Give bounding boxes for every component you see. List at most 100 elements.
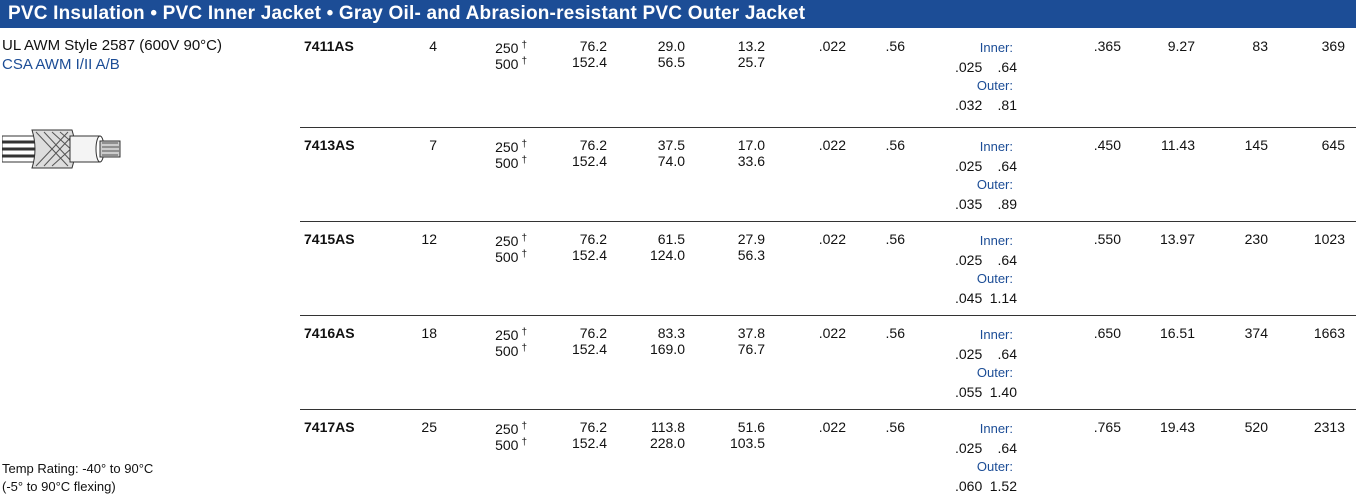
header-bar: PVC Insulation • PVC Inner Jacket • Gray… bbox=[0, 0, 1356, 28]
row-separator bbox=[300, 127, 1356, 128]
cell: .650 bbox=[1061, 325, 1121, 341]
cell: 152.4 bbox=[537, 435, 607, 451]
cell: 12 bbox=[377, 231, 437, 247]
cell: .56 bbox=[855, 325, 905, 341]
cell: 33.6 bbox=[695, 153, 765, 169]
cell: 76.2 bbox=[537, 419, 607, 435]
jacket-label: Outer: bbox=[953, 365, 1013, 381]
cell: 228.0 bbox=[615, 435, 685, 451]
cell: 76.2 bbox=[537, 231, 607, 247]
footnote-mark: † bbox=[521, 421, 527, 432]
cell: 76.2 bbox=[537, 38, 607, 54]
jacket-label: Outer: bbox=[953, 177, 1013, 193]
cell: 27.9 bbox=[695, 231, 765, 247]
jacket-label: Outer: bbox=[953, 271, 1013, 287]
cell: .56 bbox=[855, 38, 905, 54]
cable-icon bbox=[2, 122, 132, 182]
cell: 500† bbox=[457, 341, 527, 359]
row-separator bbox=[300, 409, 1356, 410]
cell: 25.7 bbox=[695, 54, 765, 70]
row-separator bbox=[300, 315, 1356, 316]
cell: 230 bbox=[1208, 231, 1268, 247]
cell-value: 500 bbox=[495, 249, 518, 265]
cell: .022 bbox=[786, 231, 846, 247]
footnote-mark: † bbox=[521, 249, 527, 260]
temp-text: Temp Rating: -40° to 90°C bbox=[2, 461, 153, 477]
row-separator bbox=[300, 221, 1356, 222]
page: PVC Insulation • PVC Inner Jacket • Gray… bbox=[0, 0, 1356, 499]
cell: 2313 bbox=[1285, 419, 1345, 435]
jacket-label: Outer: bbox=[953, 78, 1013, 94]
cell: .56 bbox=[855, 231, 905, 247]
cell: 145 bbox=[1208, 137, 1268, 153]
cell: 25 bbox=[377, 419, 437, 435]
cell: 29.0 bbox=[615, 38, 685, 54]
cell: 19.43 bbox=[1135, 419, 1195, 435]
jacket-label: Inner: bbox=[953, 139, 1013, 155]
footnote-mark: † bbox=[521, 155, 527, 166]
cell: .81 bbox=[972, 97, 1017, 113]
cell: .022 bbox=[786, 419, 846, 435]
cell: .450 bbox=[1061, 137, 1121, 153]
temp-text: (-5° to 90°C flexing) bbox=[2, 479, 116, 495]
footnote-mark: † bbox=[521, 233, 527, 244]
cell: 13.97 bbox=[1135, 231, 1195, 247]
cell: 61.5 bbox=[615, 231, 685, 247]
cell: 76.2 bbox=[537, 137, 607, 153]
cell-value: 500 bbox=[495, 155, 518, 171]
jacket-label: Inner: bbox=[953, 233, 1013, 249]
cell: 500† bbox=[457, 54, 527, 72]
cell: 1023 bbox=[1285, 231, 1345, 247]
cell: .365 bbox=[1061, 38, 1121, 54]
cell: 83.3 bbox=[615, 325, 685, 341]
cell: .64 bbox=[972, 158, 1017, 174]
cell: .64 bbox=[972, 440, 1017, 456]
cell: 17.0 bbox=[695, 137, 765, 153]
cell: 152.4 bbox=[537, 153, 607, 169]
cell: 1.40 bbox=[972, 384, 1017, 400]
cell: 37.8 bbox=[695, 325, 765, 341]
cell: .64 bbox=[972, 252, 1017, 268]
jacket-label: Inner: bbox=[953, 421, 1013, 437]
cell: 500† bbox=[457, 153, 527, 171]
footnote-mark: † bbox=[521, 327, 527, 338]
footnote-mark: † bbox=[521, 437, 527, 448]
cell: 76.7 bbox=[695, 341, 765, 357]
cell: 4 bbox=[377, 38, 437, 54]
jacket-label: Outer: bbox=[953, 459, 1013, 475]
cell: 7 bbox=[377, 137, 437, 153]
jacket-label: Inner: bbox=[953, 40, 1013, 56]
footnote-mark: † bbox=[521, 343, 527, 354]
cell: .022 bbox=[786, 38, 846, 54]
cell: .765 bbox=[1061, 419, 1121, 435]
cell: .89 bbox=[972, 196, 1017, 212]
rating-text: UL AWM Style 2587 (600V 90°C) bbox=[2, 38, 222, 54]
cell: 103.5 bbox=[695, 435, 765, 451]
cell: 645 bbox=[1285, 137, 1345, 153]
rating-text: CSA AWM I/II A/B bbox=[2, 57, 120, 73]
cell: 1.52 bbox=[972, 478, 1017, 494]
cell-value: 500 bbox=[495, 343, 518, 359]
cell: .022 bbox=[786, 137, 846, 153]
cell: 1663 bbox=[1285, 325, 1345, 341]
cell: 51.6 bbox=[695, 419, 765, 435]
cell: .022 bbox=[786, 325, 846, 341]
cell: 13.2 bbox=[695, 38, 765, 54]
cell: 11.43 bbox=[1135, 137, 1195, 153]
cell: .550 bbox=[1061, 231, 1121, 247]
cell: 152.4 bbox=[537, 247, 607, 263]
cell: 1.14 bbox=[972, 290, 1017, 306]
cell: .56 bbox=[855, 419, 905, 435]
part-number: 7411AS bbox=[304, 38, 354, 54]
cell: .64 bbox=[972, 59, 1017, 75]
cell: 83 bbox=[1208, 38, 1268, 54]
part-number: 7413AS bbox=[304, 137, 355, 153]
cell: 74.0 bbox=[615, 153, 685, 169]
cell: 56.3 bbox=[695, 247, 765, 263]
jacket-label: Inner: bbox=[953, 327, 1013, 343]
cell: 9.27 bbox=[1135, 38, 1195, 54]
cell: 369 bbox=[1285, 38, 1345, 54]
cell: 76.2 bbox=[537, 325, 607, 341]
footnote-mark: † bbox=[521, 40, 527, 51]
cell: 37.5 bbox=[615, 137, 685, 153]
